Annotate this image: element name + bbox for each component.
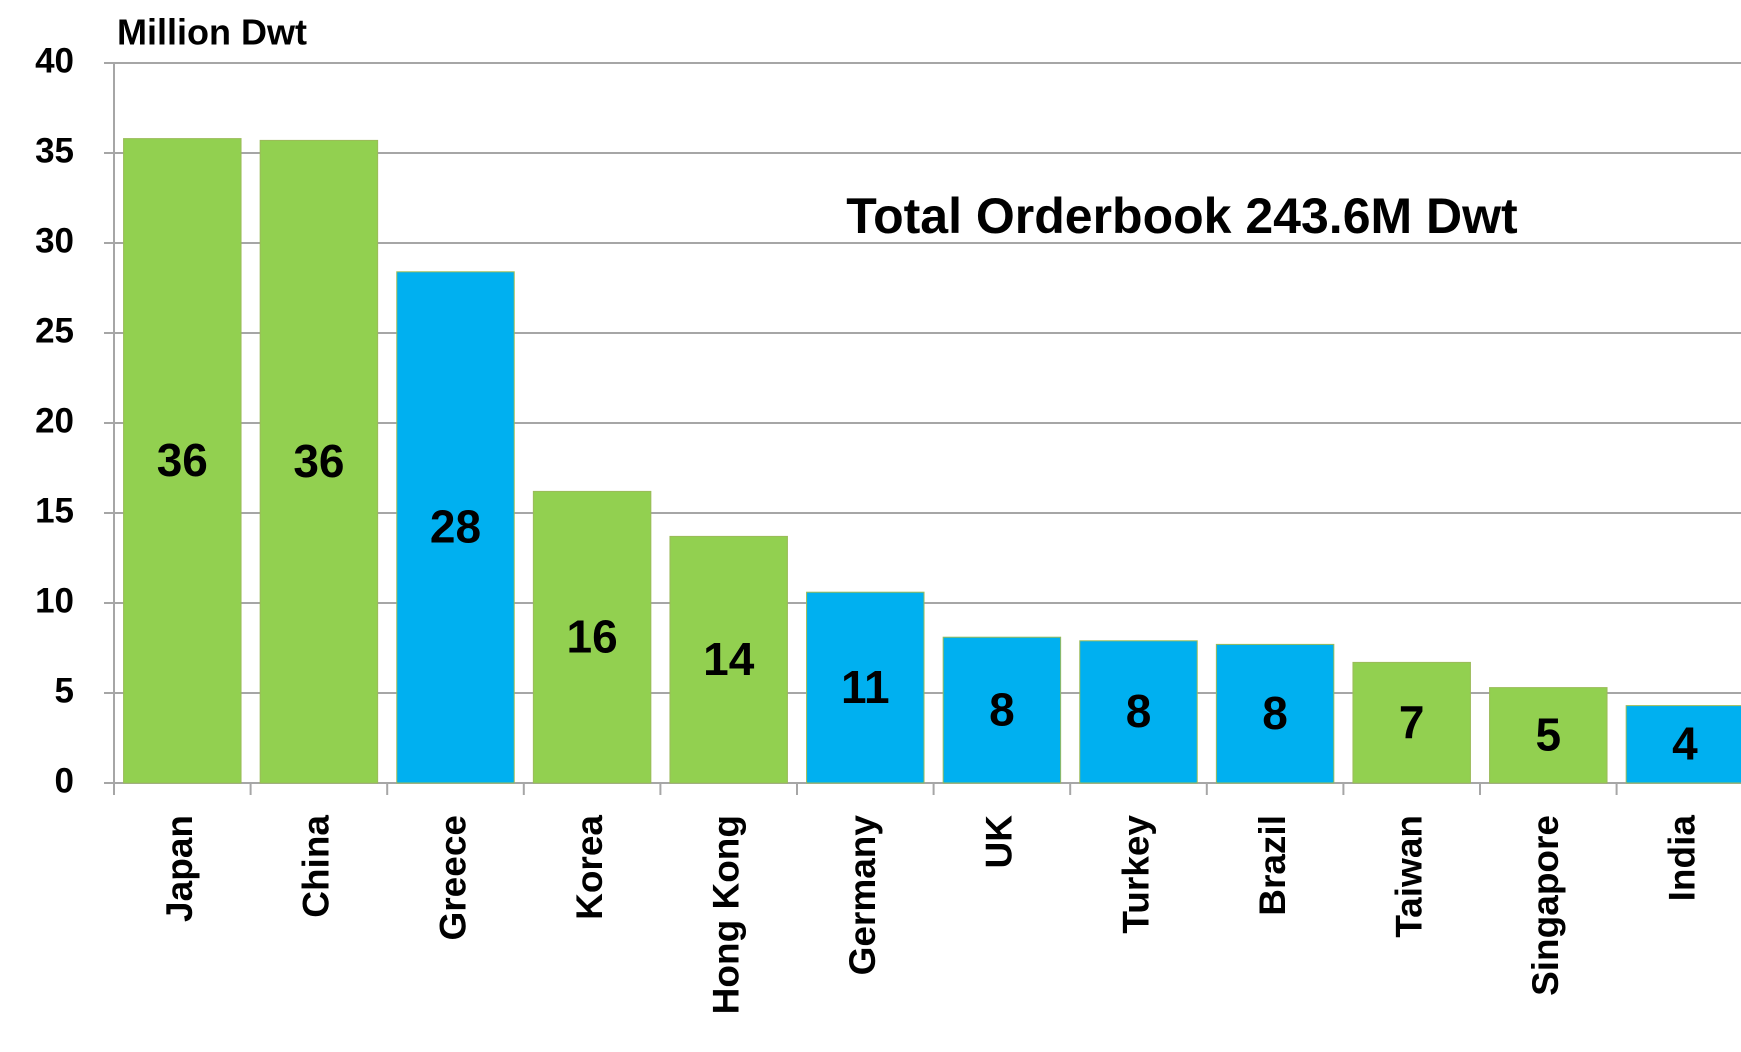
bar-label: 14 [703, 633, 755, 685]
bar [259, 139, 379, 784]
y-tick-label: 30 [35, 221, 74, 260]
bar-label: 36 [293, 435, 344, 487]
x-tick-label: Germany [842, 815, 883, 976]
x-tick-label: India [1662, 815, 1703, 902]
bar-label: 8 [1262, 687, 1288, 739]
bar-label: 16 [567, 610, 618, 662]
bar [1352, 661, 1471, 784]
bar-label: 5 [1536, 708, 1562, 760]
x-tick-label: Turkey [1115, 815, 1156, 934]
x-tick-label: Greece [432, 815, 473, 941]
y-tick-label: 5 [55, 671, 74, 710]
y-tick-label: 10 [35, 581, 74, 620]
bar [669, 535, 788, 784]
bar-label: 36 [157, 434, 208, 486]
x-tick-label: Japan [159, 815, 200, 922]
bar-label: 8 [989, 683, 1015, 735]
bar-label: 8 [1126, 685, 1152, 737]
x-tick-label: Taiwan [1388, 815, 1429, 938]
bar [532, 490, 652, 784]
bar [1079, 640, 1198, 784]
bar-label: 28 [430, 501, 481, 553]
bar [806, 591, 925, 784]
annotation: Total Orderbook 243.6M Dwt [846, 188, 1518, 244]
x-tick-label: Brazil [1252, 815, 1293, 916]
bar [1625, 705, 1741, 784]
bar [1215, 643, 1335, 784]
x-tick-label: Hong Kong [705, 815, 746, 1014]
y-tick-label: 0 [55, 761, 74, 800]
y-tick-label: 40 [35, 41, 74, 80]
bar [942, 636, 1062, 784]
x-tick-label: UK [979, 815, 1020, 869]
x-tick-label: Singapore [1525, 815, 1566, 996]
y-tick-label: 20 [35, 401, 74, 440]
y-tick-label: 15 [35, 491, 74, 530]
bar-label: 11 [841, 661, 890, 713]
x-tick-label: China [296, 815, 337, 918]
x-tick-label: Korea [569, 815, 610, 920]
bar [396, 271, 515, 784]
bar-label: 4 [1672, 717, 1698, 769]
axis-title: Million Dwt [117, 12, 307, 53]
bar-label: 7 [1399, 696, 1425, 748]
bar [123, 138, 242, 784]
y-tick-label: 35 [35, 131, 74, 170]
y-tick-label: 25 [35, 311, 74, 350]
bar [1489, 687, 1608, 784]
